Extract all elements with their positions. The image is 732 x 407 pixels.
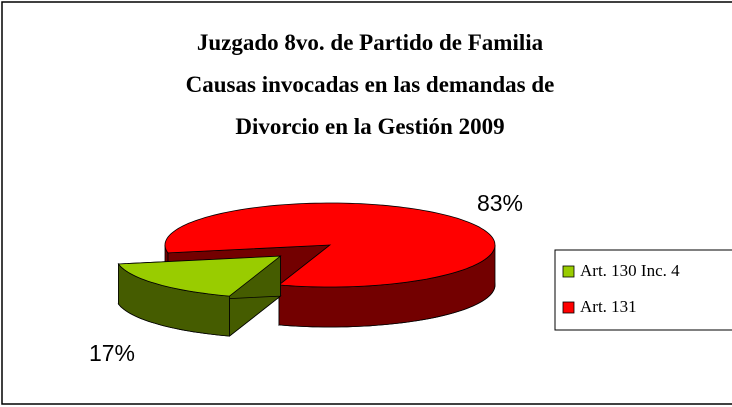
data-label: 17% bbox=[89, 340, 135, 366]
chart-title: Juzgado 8vo. de Partido de Familia bbox=[197, 30, 544, 55]
slice bbox=[117, 255, 282, 297]
chart-title: Causas invocadas en las demandas de bbox=[186, 72, 555, 97]
legend-label: Art. 131 bbox=[580, 297, 637, 316]
chart-title: Divorcio en la Gestión 2009 bbox=[235, 114, 504, 139]
legend-swatch bbox=[562, 265, 575, 278]
legend-label: Art. 130 Inc. 4 bbox=[580, 261, 680, 280]
legend-swatch bbox=[562, 301, 575, 314]
data-label: 83% bbox=[477, 190, 523, 216]
slice bbox=[164, 202, 496, 288]
legend-box bbox=[554, 249, 732, 331]
